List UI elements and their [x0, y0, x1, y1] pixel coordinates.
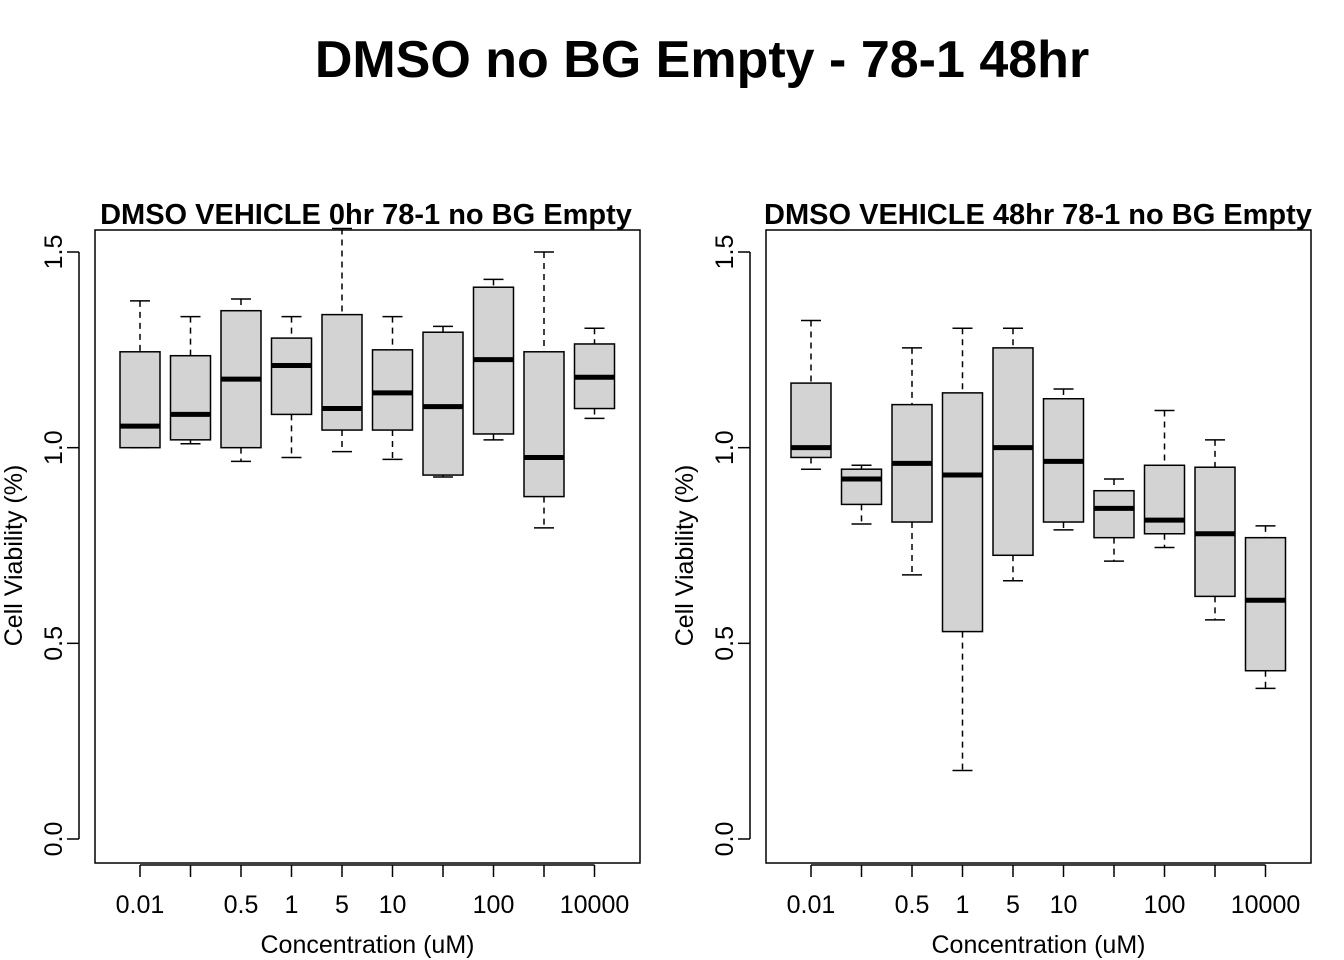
box-10000 — [573, 327, 616, 420]
x-tick-label: 0.01 — [787, 891, 836, 919]
box-10 — [1042, 388, 1085, 531]
figure-title: DMSO no BG Empty - 78-1 48hr — [314, 31, 1090, 89]
box-0.1 — [169, 315, 212, 445]
x-tick-label: 0.5 — [895, 891, 930, 919]
box-iqr — [422, 331, 464, 476]
box-100 — [472, 278, 515, 441]
box-10 — [371, 315, 414, 461]
box-5 — [321, 227, 363, 453]
plot-frame — [94, 229, 641, 864]
box-1000 — [523, 251, 565, 529]
y-tick-label: 0.0 — [711, 822, 739, 857]
y-tick-label: 1.5 — [711, 235, 739, 270]
box-0.01 — [790, 319, 832, 470]
box-iqr — [1093, 489, 1135, 539]
x-tick-label: 10000 — [1231, 891, 1301, 919]
box-1 — [941, 327, 984, 772]
box-5 — [992, 327, 1034, 582]
y-tick-label: 0.5 — [711, 626, 739, 661]
box-iqr — [169, 354, 212, 441]
box-1000 — [1194, 439, 1236, 621]
y-tick-label: 0.0 — [40, 822, 68, 857]
box-100 — [1143, 409, 1186, 549]
x-tick-label: 0.5 — [224, 891, 259, 919]
x-tick-label: 5 — [1006, 891, 1020, 919]
box-0.5 — [220, 298, 262, 463]
y-tick-label: 1.0 — [40, 430, 68, 465]
box-iqr — [371, 349, 414, 431]
x-tick-label: 5 — [335, 891, 349, 919]
box-50 — [422, 325, 464, 478]
box-iqr — [840, 468, 883, 506]
box-iqr — [119, 351, 161, 449]
box-iqr — [1143, 464, 1186, 535]
y-tick-label: 1.5 — [40, 235, 68, 270]
box-iqr — [523, 351, 565, 498]
x-tick-label: 10 — [1050, 891, 1078, 919]
panel-title: DMSO VEHICLE 0hr 78-1 no BG Empty — [100, 199, 632, 231]
box-iqr — [270, 337, 313, 416]
panel-right-boxplot: DMSO VEHICLE 48hr 78-1 no BG Empty 0.0 0.5… — [671, 199, 1312, 959]
box-iqr — [321, 313, 363, 431]
x-tick-label: 10 — [379, 891, 407, 919]
x-tick-label: 100 — [1144, 891, 1186, 919]
box-iqr — [992, 347, 1034, 557]
panel-title: DMSO VEHICLE 48hr 78-1 no BG Empty — [764, 199, 1312, 231]
box-iqr — [941, 392, 984, 633]
box-1 — [270, 315, 313, 459]
x-tick-label: 1 — [285, 891, 299, 919]
x-tick-label: 0.01 — [116, 891, 165, 919]
box-10000 — [1244, 525, 1287, 690]
x-tick-label: 10000 — [560, 891, 630, 919]
box-0.01 — [119, 300, 161, 449]
box-0.5 — [891, 347, 933, 576]
x-axis-label: Concentration (uM) — [261, 931, 475, 959]
x-tick-label: 100 — [473, 891, 515, 919]
x-axis-label: Concentration (uM) — [932, 931, 1146, 959]
y-tick-label: 0.5 — [40, 626, 68, 661]
box-iqr — [1244, 536, 1287, 672]
box-50 — [1093, 478, 1135, 562]
panel-left-boxplot: DMSO VEHICLE 0hr 78-1 no BG Empty 0.0 0.5 1… — [0, 199, 641, 959]
y-axis-label: Cell Viability (%) — [671, 465, 699, 647]
y-tick-label: 1.0 — [711, 430, 739, 465]
box-0.1 — [840, 464, 883, 525]
x-tick-label: 1 — [956, 891, 970, 919]
box-iqr — [790, 382, 832, 459]
y-axis-label: Cell Viability (%) — [0, 465, 28, 647]
plot-frame — [765, 229, 1312, 864]
